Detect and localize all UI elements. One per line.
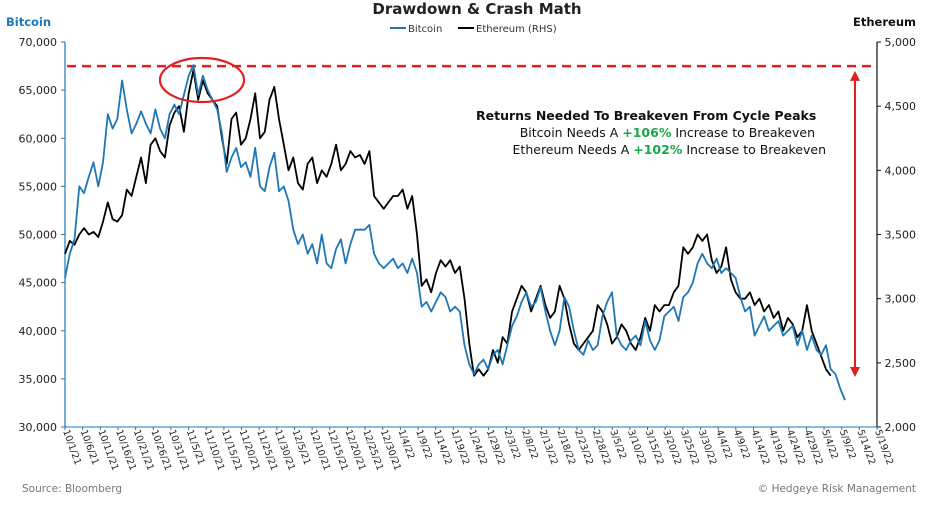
right-axis-ticks: 2,000 2,500 3,000 3,500 4,000 4,500 5,000 (877, 36, 916, 434)
left-tick-label: 55,000 (19, 180, 58, 193)
left-tick-label: 35,000 (19, 373, 58, 386)
left-tick-label: 70,000 (19, 36, 58, 49)
left-axis-ticks: 30,000 35,000 40,000 45,000 50,000 55,000 60,0… (19, 36, 65, 434)
left-tick-label: 50,000 (19, 229, 58, 242)
breakeven-annotation: Returns Needed To Breakeven From Cycle P… (476, 108, 826, 157)
annotation-ethereum-pre: Ethereum Needs A (513, 142, 634, 157)
drawdown-arrow-head-top (850, 70, 860, 81)
right-tick-label: 4,000 (885, 164, 917, 177)
legend: Bitcoin Ethereum (RHS) (390, 24, 557, 35)
right-tick-label: 4,500 (885, 100, 917, 113)
annotation-bitcoin-pct: +106% (622, 125, 672, 140)
right-tick-label: 3,500 (885, 229, 917, 242)
drawdown-arrow (850, 70, 860, 377)
legend-ethereum-label: Ethereum (RHS) (476, 24, 557, 35)
right-tick-label: 5,000 (885, 36, 917, 49)
left-tick-label: 60,000 (19, 132, 58, 145)
x-axis-ticks: 10/1/2110/6/2110/11/2110/16/2110/21/2110… (60, 427, 895, 472)
right-axis-title: Ethereum (853, 15, 916, 29)
annotation-ethereum-post: Increase to Breakeven (682, 142, 826, 157)
drawdown-arrow-head-bottom (850, 366, 860, 377)
left-tick-label: 40,000 (19, 325, 58, 338)
right-tick-label: 2,000 (885, 421, 917, 434)
chart-title: Drawdown & Crash Math (372, 0, 581, 18)
legend-bitcoin-label: Bitcoin (408, 24, 442, 35)
bitcoin-series-line (64, 64, 846, 401)
annotation-bitcoin-pre: Bitcoin Needs A (520, 125, 623, 140)
annotation-bitcoin-post: Increase to Breakeven (671, 125, 815, 140)
annotation-ethereum-pct: +102% (633, 142, 683, 157)
source-note: Source: Bloomberg (22, 483, 122, 495)
left-tick-label: 65,000 (19, 84, 58, 97)
right-tick-label: 3,000 (885, 293, 917, 306)
left-tick-label: 45,000 (19, 277, 58, 290)
left-axis-title: Bitcoin (6, 15, 51, 29)
peak-highlight-ellipse (158, 56, 246, 104)
right-tick-label: 2,500 (885, 357, 917, 370)
annotation-bitcoin-line: Bitcoin Needs A +106% Increase to Breake… (520, 125, 815, 140)
ethereum-series-line (64, 69, 832, 377)
annotation-heading: Returns Needed To Breakeven From Cycle P… (476, 108, 816, 123)
annotation-ethereum-line: Ethereum Needs A +102% Increase to Break… (513, 142, 826, 157)
copyright-note: © Hedgeye Risk Management (758, 483, 916, 495)
left-tick-label: 30,000 (19, 421, 58, 434)
